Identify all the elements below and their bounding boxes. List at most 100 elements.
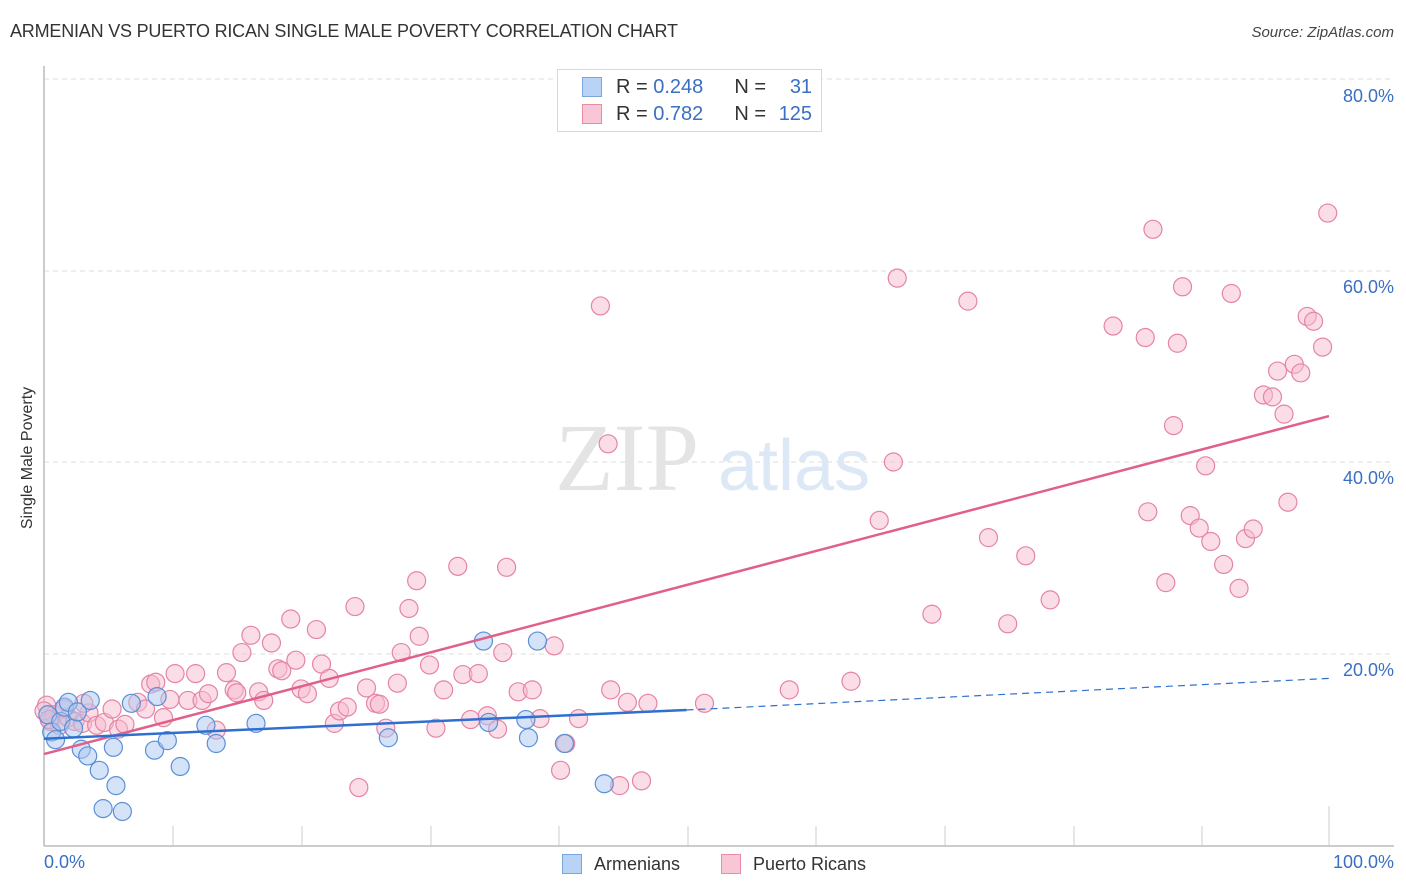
data-point (527, 631, 548, 651)
data-point (1040, 590, 1060, 610)
data-point (497, 557, 517, 577)
data-point (196, 715, 216, 735)
x-tick-0: 0.0% (44, 852, 86, 872)
data-point (779, 680, 799, 700)
data-point (63, 718, 84, 738)
data-point (356, 678, 377, 698)
data-point (409, 626, 429, 646)
data-point (1138, 502, 1158, 522)
data-point (112, 801, 132, 822)
data-point (102, 699, 122, 719)
data-point (1214, 554, 1234, 575)
data-point (493, 642, 513, 663)
data-point (638, 693, 658, 713)
n-label: N = (734, 102, 767, 125)
data-point (216, 663, 237, 683)
correlation-legend: R = 0.248 N = 31 R = 0.782 N = 125 (557, 69, 822, 132)
data-point (434, 680, 454, 700)
data-point (1262, 387, 1283, 407)
data-point (387, 673, 407, 693)
data-point (841, 671, 861, 691)
y-tick-40: 40.0% (1342, 468, 1394, 488)
bottom-legend-armenians: Armenians (562, 852, 680, 876)
data-point (1274, 404, 1294, 424)
data-point (1312, 337, 1333, 357)
data-point (1201, 531, 1221, 552)
data-point (1135, 327, 1155, 348)
r-value-armenians: 0.248 (653, 75, 704, 98)
data-point (1278, 492, 1298, 512)
data-point (272, 661, 292, 681)
data-point (590, 296, 611, 316)
r-value-puerto-ricans: 0.782 (653, 102, 704, 125)
watermark-atlas: atlas (718, 426, 870, 506)
data-point (1229, 578, 1249, 598)
data-point (958, 291, 978, 311)
gridlines (44, 78, 1394, 655)
n-label: N = (734, 75, 767, 98)
legend-label-puerto-ricans: Puerto Ricans (753, 853, 867, 874)
data-point (998, 614, 1018, 634)
data-point (1291, 363, 1311, 383)
watermark-zip: ZIP (555, 404, 699, 511)
data-point (369, 694, 389, 714)
data-point (518, 728, 539, 748)
r-label: R = (616, 102, 648, 125)
data-point (522, 680, 542, 700)
y-tick-80: 80.0% (1342, 86, 1394, 106)
data-point (157, 731, 177, 751)
data-point (550, 760, 571, 780)
puerto-rican-swatch (582, 104, 602, 124)
data-point (306, 619, 327, 640)
data-point (286, 650, 306, 670)
bottom-legend-puerto-ricans: Puerto Ricans (721, 852, 866, 876)
puerto-rican-swatch (721, 854, 741, 874)
data-point (1221, 283, 1241, 304)
legend-label-armenians: Armenians (594, 853, 681, 874)
data-point (378, 728, 398, 748)
data-point (1167, 333, 1187, 353)
data-point (89, 760, 109, 780)
data-point (147, 686, 167, 707)
data-point (232, 642, 252, 663)
chart-title: ARMENIAN VS PUERTO RICAN SINGLE MALE POV… (10, 21, 678, 41)
data-point (399, 598, 419, 619)
data-point (186, 664, 206, 684)
data-point (1172, 277, 1193, 297)
data-point (407, 571, 427, 591)
armenian-swatch (582, 77, 602, 97)
data-point (598, 434, 618, 454)
data-point (1143, 219, 1163, 239)
data-point (922, 604, 942, 624)
data-point (468, 664, 488, 684)
data-point (78, 746, 98, 766)
data-point (419, 655, 440, 675)
y-tick-60: 60.0% (1342, 277, 1394, 297)
data-point (516, 709, 536, 730)
data-point (281, 609, 301, 629)
data-point (80, 690, 100, 711)
data-point (1303, 311, 1324, 331)
data-point (601, 680, 621, 700)
r-label: R = (616, 75, 648, 98)
data-point (261, 633, 282, 653)
data-point (869, 510, 889, 531)
data-point (227, 683, 247, 703)
data-point (106, 776, 126, 796)
armenian-swatch (562, 854, 582, 874)
n-value-armenians: 31 (789, 75, 813, 98)
x-tick-100: 100.0% (1332, 852, 1394, 872)
data-point (1103, 316, 1123, 336)
data-point (198, 684, 219, 704)
data-point (426, 718, 446, 738)
data-point (67, 702, 88, 722)
source-label: Source: ZipAtlas.com (1251, 24, 1394, 41)
legend-row-puerto-ricans: R = 0.782 N = 125 (582, 102, 812, 126)
data-point (1267, 361, 1288, 381)
data-point (345, 596, 365, 617)
data-point (144, 740, 165, 760)
data-point (554, 733, 575, 754)
armenian-points (38, 631, 614, 822)
data-point (631, 771, 652, 791)
